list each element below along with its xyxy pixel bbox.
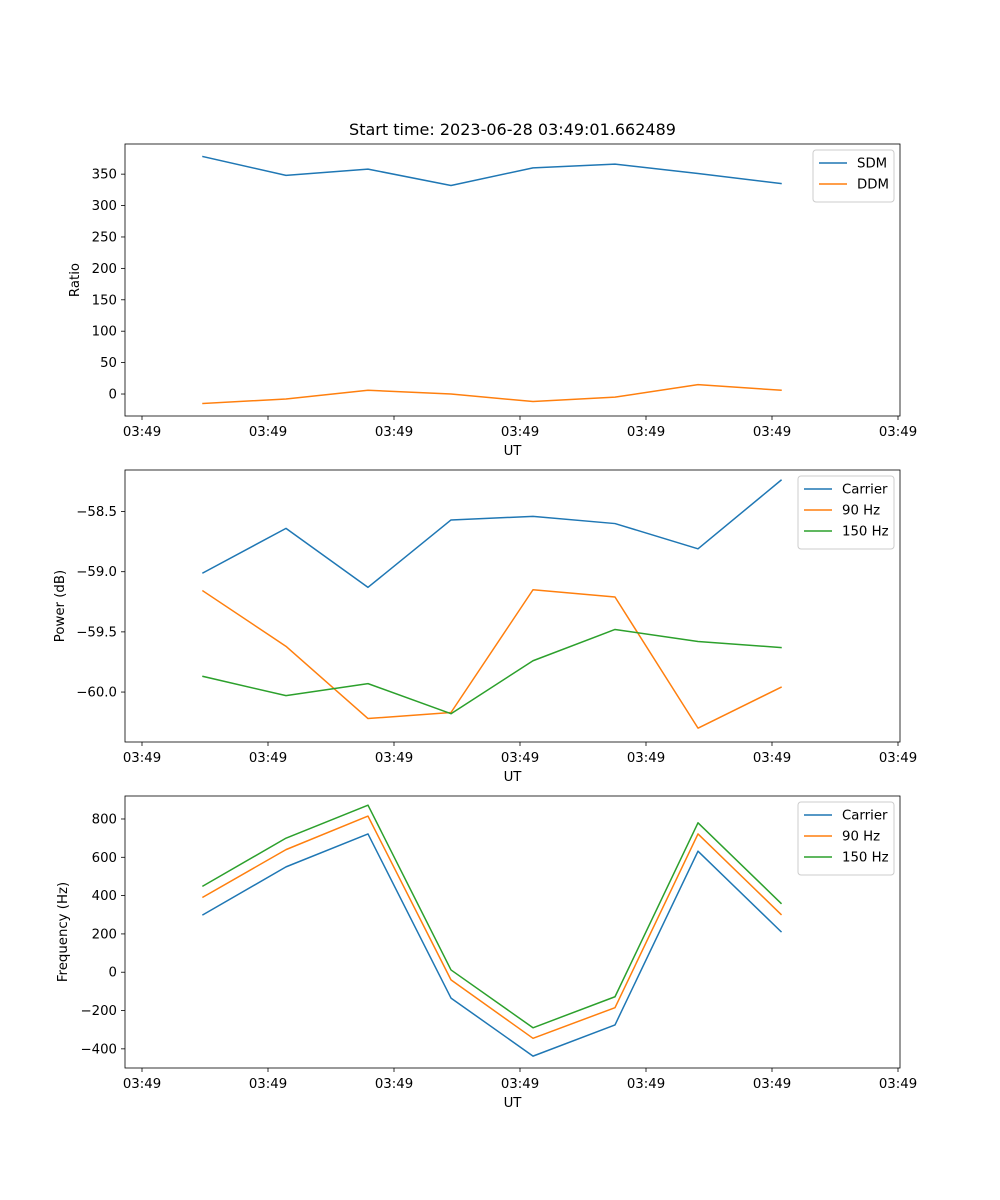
series-line-sdm xyxy=(202,155,782,187)
y-tick-label: 600 xyxy=(92,851,117,866)
y-tick-label: −59.0 xyxy=(76,565,117,580)
legend-label: 150 Hz xyxy=(842,851,889,866)
y-tick-label: −200 xyxy=(80,1004,117,1019)
y-tick-label: 800 xyxy=(92,812,117,827)
y-tick-label: 250 xyxy=(92,230,117,245)
series-line-ddm xyxy=(202,383,782,405)
axes-frame xyxy=(124,143,901,417)
x-axis-label: UT xyxy=(504,444,523,459)
axes-frame xyxy=(124,795,901,1069)
x-tick-label: 03:49 xyxy=(249,425,287,440)
legend-label: Carrier xyxy=(842,483,888,498)
x-axis-label: UT xyxy=(504,1096,523,1111)
y-tick-label: −400 xyxy=(80,1042,117,1057)
x-tick-label: 03:49 xyxy=(501,425,539,440)
series-line-90-hz xyxy=(201,589,783,729)
x-tick-label: 03:49 xyxy=(249,751,287,766)
x-tick-label: 03:49 xyxy=(753,751,791,766)
y-axis-label: Power (dB) xyxy=(53,570,68,642)
x-tick-label: 03:49 xyxy=(879,751,917,766)
legend: SDM DDM xyxy=(812,149,895,203)
x-tick-label: 03:49 xyxy=(627,751,665,766)
series-line-carrier xyxy=(201,479,783,589)
y-tick-label: 350 xyxy=(92,168,117,183)
x-tick-label: 03:49 xyxy=(879,1077,917,1092)
y-tick-label: 150 xyxy=(92,293,117,308)
series-line-150-hz xyxy=(202,628,782,715)
x-tick-label: 03:49 xyxy=(501,751,539,766)
legend-label: 150 Hz xyxy=(842,525,889,540)
x-tick-label: 03:49 xyxy=(753,1077,791,1092)
chart-panel-3: 03:49 03:49 03:49 03:49 03:49 03:49 03:49 −400 −… xyxy=(56,795,917,1111)
x-tick-label: 03:49 xyxy=(249,1077,287,1092)
x-axis-label: UT xyxy=(504,770,523,785)
series-line-90-hz xyxy=(201,815,783,1040)
x-tick-label: 03:49 xyxy=(123,1077,161,1092)
y-axis-label: Ratio xyxy=(68,263,83,297)
y-tick-label: −58.5 xyxy=(76,505,117,520)
series-line-150-hz xyxy=(201,804,783,1029)
legend: Carrier 90 Hz 150 Hz xyxy=(797,801,895,876)
x-tick-label: 03:49 xyxy=(627,1077,665,1092)
x-tick-label: 03:49 xyxy=(753,425,791,440)
y-tick-label: −59.5 xyxy=(76,625,117,640)
y-tick-label: 100 xyxy=(92,325,117,340)
x-tick-label: 03:49 xyxy=(375,425,413,440)
y-tick-label: 50 xyxy=(100,356,117,371)
axes-frame xyxy=(124,469,901,743)
y-tick-label: 300 xyxy=(92,199,117,214)
x-tick-label: 03:49 xyxy=(627,425,665,440)
x-tick-label: 03:49 xyxy=(375,1077,413,1092)
legend-label: SDM xyxy=(857,157,887,172)
y-tick-label: 0 xyxy=(109,966,117,981)
legend-label: Carrier xyxy=(842,809,888,824)
x-tick-label: 03:49 xyxy=(879,425,917,440)
series-line-carrier xyxy=(201,833,783,1057)
legend-label: 90 Hz xyxy=(842,830,880,845)
chart-panel-1: 03:49 03:49 03:49 03:49 03:49 03:49 03:49 0 50 10… xyxy=(68,143,917,459)
y-tick-label: 0 xyxy=(109,388,117,403)
y-tick-label: 400 xyxy=(92,889,117,904)
x-tick-label: 03:49 xyxy=(375,751,413,766)
y-tick-label: 200 xyxy=(92,262,117,277)
legend-label: 90 Hz xyxy=(842,504,880,519)
x-tick-label: 03:49 xyxy=(123,751,161,766)
chart-panel-2: 03:49 03:49 03:49 03:49 03:49 03:49 03:49 −60.0… xyxy=(53,469,917,785)
y-tick-label: 200 xyxy=(92,927,117,942)
figure-title: Start time: 2023-06-28 03:49:01.662489 xyxy=(349,120,676,139)
y-axis-label: Frequency (Hz) xyxy=(56,882,71,982)
y-tick-label: −60.0 xyxy=(76,686,117,701)
x-tick-label: 03:49 xyxy=(123,425,161,440)
legend-label: DDM xyxy=(857,178,889,193)
legend: Carrier 90 Hz 150 Hz xyxy=(797,475,895,550)
x-tick-label: 03:49 xyxy=(501,1077,539,1092)
